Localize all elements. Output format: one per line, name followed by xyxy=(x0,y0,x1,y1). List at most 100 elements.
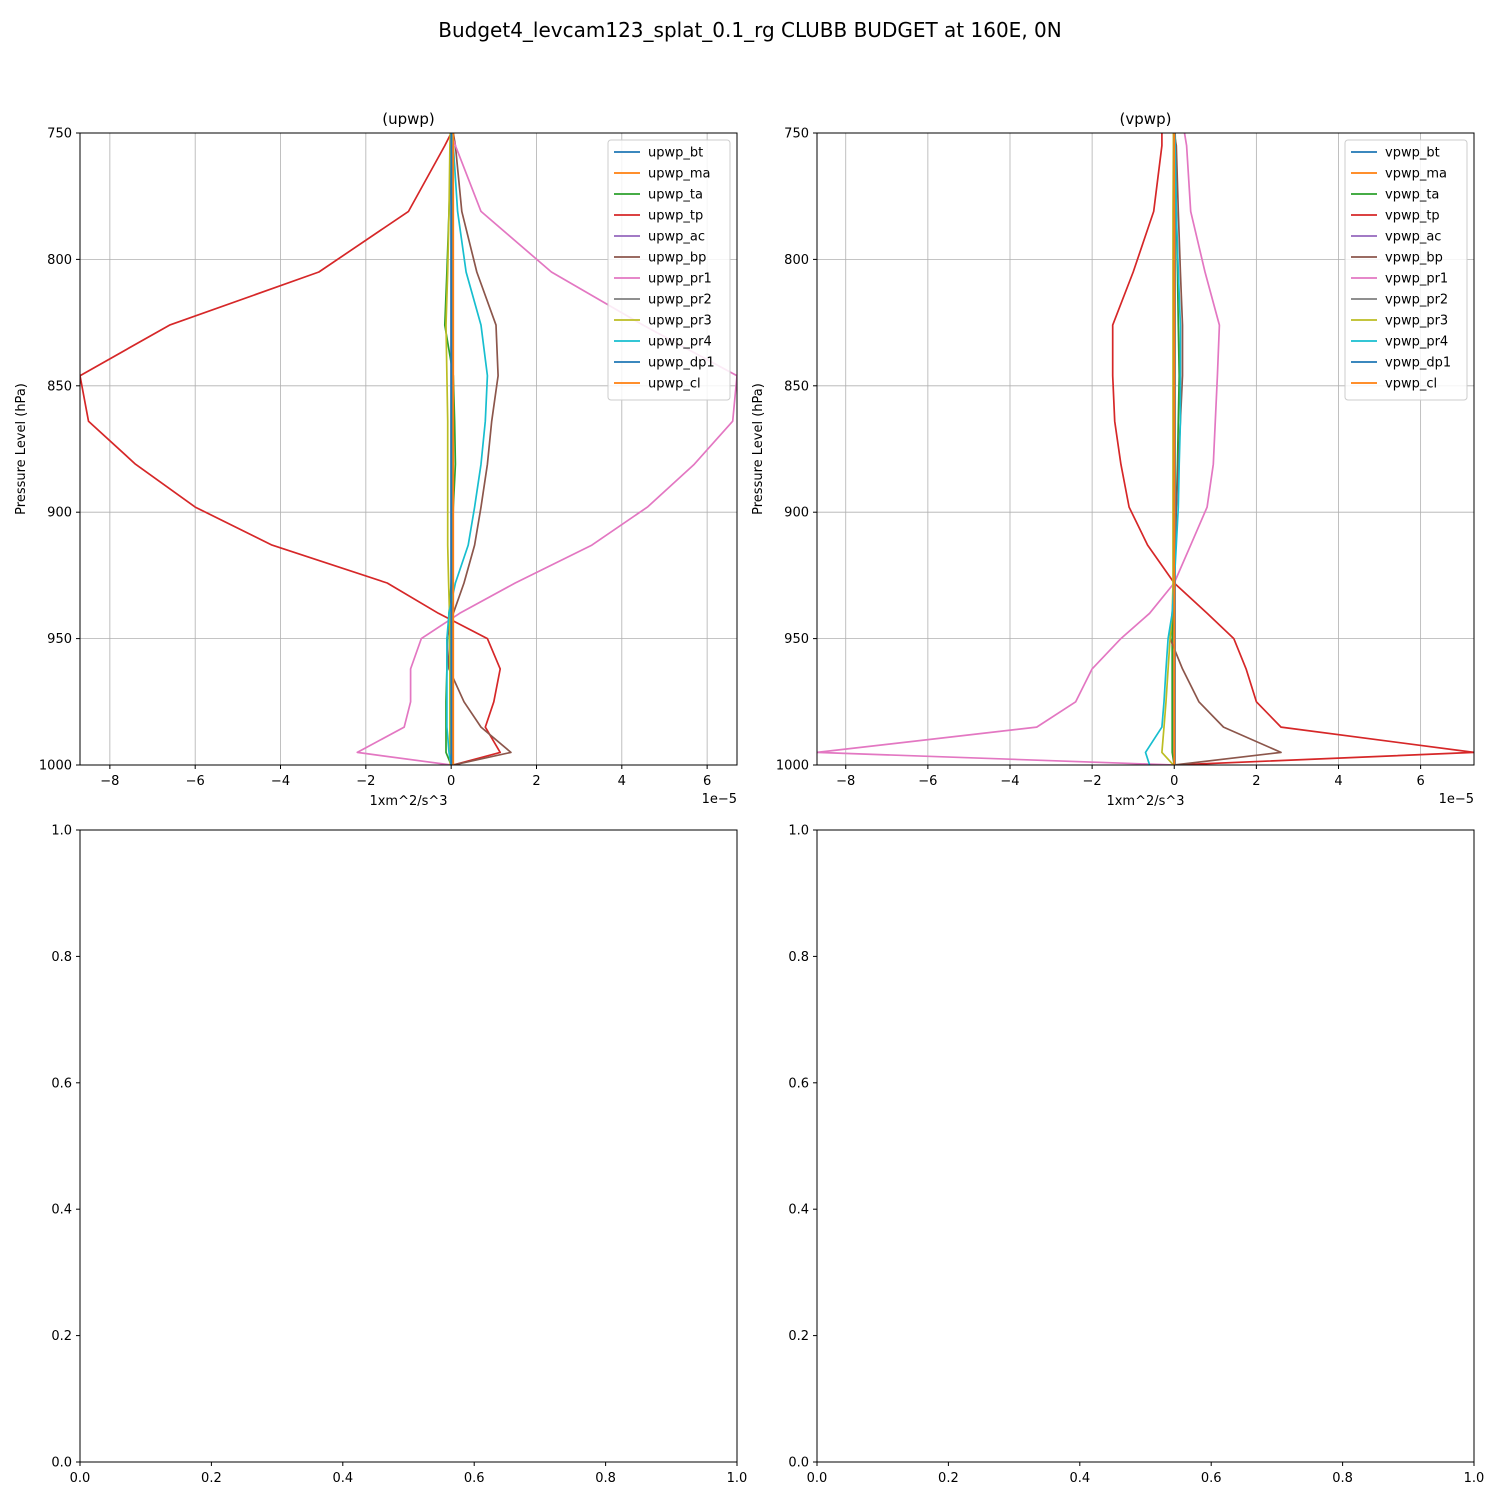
x-tick-label: −2 xyxy=(356,774,375,789)
y-tick-label: 950 xyxy=(47,632,72,647)
legend-label: upwp_bp xyxy=(648,251,706,266)
legend-label: vpwp_cl xyxy=(1385,377,1437,392)
legend-label: vpwp_pr4 xyxy=(1385,335,1448,350)
y-tick-label: 900 xyxy=(47,506,72,521)
y-tick-label: 850 xyxy=(47,379,72,394)
y-tick-label: 1000 xyxy=(39,759,72,774)
series-line-upwp_pr3 xyxy=(445,133,452,765)
axes-3: 0.0 0.2 0.4 0.6 0.8 1.0 0.0 0.2 0.4 0.6 0.8 1.0 xyxy=(51,824,747,1487)
legend-box xyxy=(607,139,731,401)
plot-background xyxy=(80,830,737,1462)
x-offset-label: 1e−5 xyxy=(702,792,737,807)
legend-label: upwp_ta xyxy=(648,188,703,203)
legend-box xyxy=(1344,139,1468,401)
x-tick-label: 0.6 xyxy=(1201,1471,1222,1486)
y-tick-label: 0.4 xyxy=(51,1203,72,1218)
y-tick-label: 850 xyxy=(784,379,809,394)
x-tick-label: 0.6 xyxy=(464,1471,485,1486)
legend: upwp_bt upwp_ma upwp_ta upwp_tp upwp_ac upwp_… xyxy=(607,139,731,401)
y-axis-label: Pressure Level (hPa) xyxy=(751,383,766,515)
series-group xyxy=(817,133,1474,765)
x-tick-label: 0.4 xyxy=(332,1471,353,1486)
x-tick-label: 0 xyxy=(447,774,455,789)
x-tick-label: 0.2 xyxy=(938,1471,959,1486)
legend-label: upwp_pr1 xyxy=(648,272,712,287)
x-tick-label: −6 xyxy=(918,774,937,789)
x-tick-label: 6 xyxy=(1416,774,1424,789)
axes-4: 0.0 0.2 0.4 0.6 0.8 1.0 0.0 0.2 0.4 0.6 0.8 1.0 xyxy=(788,824,1484,1487)
x-tick-label: −8 xyxy=(100,774,119,789)
series-line-vpwp_pr4 xyxy=(1144,133,1182,765)
y-axis-label: Pressure Level (hPa) xyxy=(14,383,29,515)
legend-label: vpwp_tp xyxy=(1385,209,1440,224)
legend-label: vpwp_bp xyxy=(1385,251,1443,266)
axes-frame xyxy=(816,829,1475,1463)
legend: vpwp_bt vpwp_ma vpwp_ta vpwp_tp vpwp_ac vpwp_… xyxy=(1344,139,1468,401)
axes-2: −8 −6 −4 −2 0 2 4 6 750 800 850 900 950 1000 (vpwp) 1xm… xyxy=(751,110,1475,809)
x-tick-label: −4 xyxy=(271,774,290,789)
legend-label: upwp_dp1 xyxy=(648,356,715,371)
y-tick-label: 0.6 xyxy=(51,1076,72,1091)
y-tick-label: 800 xyxy=(784,253,809,268)
y-tick-label: 0.2 xyxy=(51,1329,72,1344)
series-line-vpwp_pr3 xyxy=(1161,133,1175,765)
legend-label: upwp_pr4 xyxy=(648,335,712,350)
x-tick-label: 0.4 xyxy=(1069,1471,1090,1486)
x-tick-label: 0 xyxy=(1170,774,1178,789)
x-tick-label: 0.8 xyxy=(1332,1471,1353,1486)
x-axis-label: 1xm^2/s^3 xyxy=(1106,794,1184,809)
axes-title: (upwp) xyxy=(382,110,435,128)
y-tick-label: 0.0 xyxy=(51,1456,72,1471)
axes-title: (vpwp) xyxy=(1120,110,1172,128)
x-tick-label: 0.8 xyxy=(595,1471,616,1486)
series-line-upwp_tp xyxy=(80,133,502,765)
y-tick-label: 900 xyxy=(784,506,809,521)
x-tick-label: 0.0 xyxy=(70,1471,91,1486)
axes-frame xyxy=(816,132,1475,766)
legend-label: vpwp_pr1 xyxy=(1385,272,1448,287)
series-group xyxy=(80,133,737,765)
x-tick-label: −2 xyxy=(1083,774,1102,789)
x-tick-label: 4 xyxy=(1334,774,1342,789)
y-tick-label: 0.8 xyxy=(51,950,72,965)
y-tick-label: 1.0 xyxy=(788,824,809,839)
x-tick-label: 6 xyxy=(703,774,711,789)
y-tick-label: 750 xyxy=(47,127,72,142)
legend-label: upwp_cl xyxy=(648,377,701,392)
x-tick-label: −4 xyxy=(1000,774,1019,789)
y-tick-label: 800 xyxy=(47,253,72,268)
x-offset-label: 1e−5 xyxy=(1439,792,1474,807)
x-tick-label: 2 xyxy=(532,774,540,789)
y-tick-label: 1.0 xyxy=(51,824,72,839)
series-line-upwp_pr1 xyxy=(356,133,737,765)
x-tick-label: −6 xyxy=(186,774,205,789)
x-tick-label: 4 xyxy=(618,774,626,789)
legend-label: upwp_ac xyxy=(648,230,705,245)
legend-label: upwp_tp xyxy=(648,209,703,224)
series-line-vpwp_tp xyxy=(1111,133,1474,765)
x-tick-label: 1.0 xyxy=(1464,1471,1485,1486)
legend-label: vpwp_dp1 xyxy=(1385,356,1451,371)
plot-background xyxy=(817,830,1474,1462)
x-tick-label: 0.2 xyxy=(201,1471,222,1486)
axes-1: −8 −6 −4 −2 0 2 4 6 750 800 850 900 950 1000 (upwp) 1xm… xyxy=(14,110,738,809)
x-axis-label: 1xm^2/s^3 xyxy=(369,794,447,809)
legend-label: upwp_bt xyxy=(648,146,703,161)
legend-label: upwp_ma xyxy=(648,167,711,182)
legend-label: vpwp_ta xyxy=(1385,188,1439,203)
y-tick-label: 0.4 xyxy=(788,1203,809,1218)
y-tick-label: 0.6 xyxy=(788,1076,809,1091)
legend-label: vpwp_ac xyxy=(1385,230,1441,245)
legend-label: vpwp_ma xyxy=(1385,167,1447,182)
y-tick-label: 950 xyxy=(784,632,809,647)
y-tick-label: 0.2 xyxy=(788,1329,809,1344)
legend-label: upwp_pr2 xyxy=(648,293,712,308)
legend-label: vpwp_pr3 xyxy=(1385,314,1448,329)
y-tick-label: 1000 xyxy=(776,759,809,774)
figure-title: Budget4_levcam123_splat_0.1_rg CLUBB BUD… xyxy=(438,18,1061,42)
x-tick-label: 2 xyxy=(1252,774,1260,789)
y-tick-label: 0.0 xyxy=(788,1456,809,1471)
axes-layer: −8 −6 −4 −2 0 2 4 6 750 800 850 900 950 1000 (upwp) 1xm… xyxy=(14,110,1484,1486)
axes-frame xyxy=(79,829,738,1463)
